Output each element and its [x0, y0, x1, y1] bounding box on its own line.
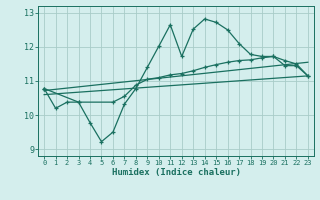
X-axis label: Humidex (Indice chaleur): Humidex (Indice chaleur): [111, 168, 241, 177]
